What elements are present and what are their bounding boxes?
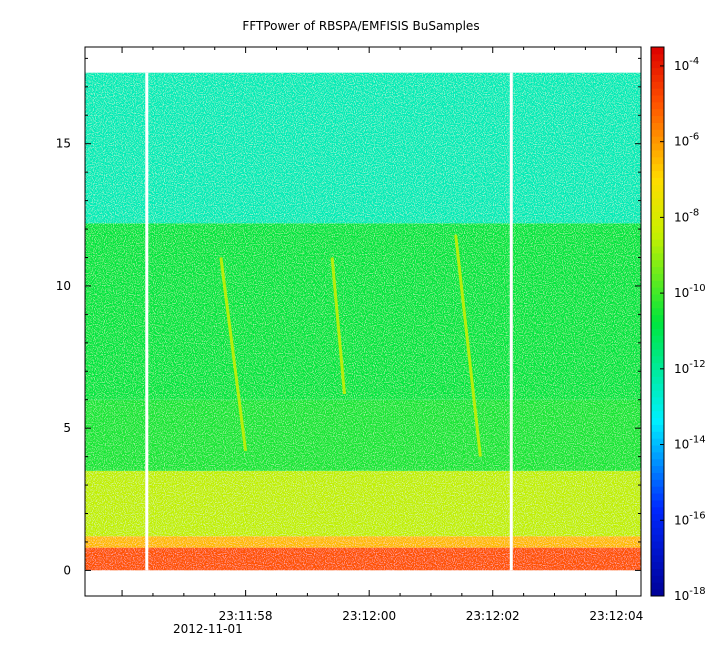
chart-title: FFTPower of RBSPA/EMFISIS BuSamples bbox=[242, 19, 479, 33]
colorbar-tick-label: 10-4 bbox=[674, 56, 699, 73]
colorbar: 10-18 10-16 10-14 10-12 10-10 10-8 10-6 10-4 bbox=[650, 46, 706, 603]
spectrum-band-1 bbox=[85, 536, 641, 548]
x-tick-date-label: 2012-11-01 bbox=[173, 622, 243, 636]
data-gap-0 bbox=[145, 72, 149, 571]
colorbar-tick-label: 10-6 bbox=[674, 132, 699, 149]
y-axis: 0 5 10 15 bbox=[56, 57, 641, 577]
x-tick-label: 23:12:02 bbox=[466, 609, 520, 623]
chorus-element-1 bbox=[330, 257, 346, 395]
y-tick-label: 5 bbox=[63, 421, 71, 435]
spectrum-band-2 bbox=[85, 470, 641, 537]
colorbar-tick-label: 10-12 bbox=[674, 359, 706, 376]
data-gap-1 bbox=[509, 72, 513, 571]
plot-frame bbox=[84, 46, 642, 597]
y-tick-label: 0 bbox=[63, 563, 71, 577]
chorus-element-0 bbox=[219, 257, 248, 452]
colorbar-tick-label: 10-16 bbox=[674, 510, 706, 527]
colorbar-tick-label: 10-18 bbox=[674, 586, 706, 603]
spectrogram-image bbox=[85, 72, 641, 571]
x-tick-label: 23:12:00 bbox=[342, 609, 396, 623]
x-tick-label: 23:12:04 bbox=[589, 609, 643, 623]
colorbar-tick-label: 10-14 bbox=[674, 435, 706, 452]
y-tick-label: 10 bbox=[56, 279, 71, 293]
spectrum-band-3 bbox=[85, 399, 641, 471]
spectrum-band-0 bbox=[85, 547, 641, 571]
colorbar-tick-label: 10-10 bbox=[674, 283, 706, 300]
chorus-element-2 bbox=[454, 234, 482, 457]
colorbar-tick-label: 10-8 bbox=[674, 207, 699, 224]
spectrum-band-4 bbox=[85, 223, 641, 400]
x-tick-label: 23:11:58 bbox=[219, 609, 273, 623]
spectrum-band-5 bbox=[85, 72, 641, 224]
y-tick-label: 15 bbox=[56, 137, 71, 151]
x-axis: 23:11:58 23:12:00 23:12:02 23:12:04 bbox=[121, 47, 643, 623]
